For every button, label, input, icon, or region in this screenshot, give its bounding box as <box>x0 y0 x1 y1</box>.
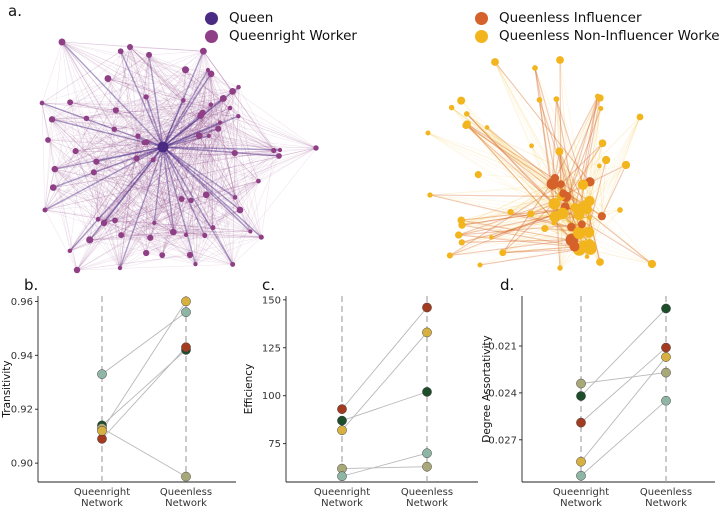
network-plots <box>39 38 657 274</box>
data-point <box>337 404 347 414</box>
x-tick-label: Queenright <box>74 487 130 498</box>
series-line <box>101 346 187 440</box>
series-line <box>341 466 428 470</box>
series-line <box>580 356 667 462</box>
series-lines <box>580 308 667 477</box>
series-line <box>580 372 667 384</box>
y-tick-label: 100 <box>262 391 281 402</box>
x-tick-label: Queenless <box>401 487 453 498</box>
y-tick-label: 0.94 <box>11 351 33 362</box>
series-line <box>580 308 667 397</box>
data-point <box>181 296 191 307</box>
x-tick-label: Network <box>645 498 687 508</box>
data-point <box>337 415 347 426</box>
series-line <box>341 391 428 422</box>
series-line <box>101 427 187 477</box>
queen-node <box>157 141 169 153</box>
legend-label-queen: Queen <box>229 10 274 26</box>
data-point <box>661 367 671 378</box>
series-points <box>337 302 432 482</box>
data-point <box>576 378 586 389</box>
series-line <box>101 301 187 432</box>
y-tick-label: 150 <box>262 295 281 306</box>
y-tick-label: 0.90 <box>11 459 33 470</box>
chart-b: QueenrightNetworkQueenlessNetwork0.900.9… <box>1 296 236 508</box>
legend: Queen Queenright Worker Queenless Influe… <box>0 0 720 50</box>
y-tick-label: -0.027 <box>485 435 517 446</box>
legend-label-queenright-worker: Queenright Worker <box>229 28 357 44</box>
y-axis-label: Efficiency <box>243 364 255 415</box>
data-point <box>422 448 432 459</box>
y-tick-label: 125 <box>262 343 281 354</box>
series-line <box>341 452 428 477</box>
data-point <box>661 342 671 353</box>
legend-item-queenright-worker: Queenright Worker <box>205 28 357 44</box>
x-tick-label: Network <box>406 498 448 508</box>
legend-swatch-queenless-non-influencer <box>475 29 488 43</box>
legend-swatch-queen <box>205 11 218 25</box>
x-tick-label: Network <box>321 498 363 508</box>
data-point <box>97 369 107 380</box>
x-tick-label: Queenright <box>314 487 370 498</box>
queenless-nodes <box>425 56 657 271</box>
x-tick-label: Queenright <box>553 487 609 498</box>
queenright-nodes <box>39 38 319 274</box>
legend-swatch-queenright-worker <box>205 29 218 43</box>
x-tick-label: Network <box>81 498 123 508</box>
data-point <box>576 456 586 467</box>
chart-d: QueenrightNetworkQueenlessNetwork-0.021-… <box>481 296 715 508</box>
data-point <box>661 395 671 406</box>
y-tick-label: 0.96 <box>11 297 33 308</box>
series-points <box>576 303 671 481</box>
y-tick-label: -0.021 <box>485 342 517 353</box>
legend-label-queenless-influencer: Queenless Influencer <box>499 10 642 26</box>
y-tick-label: 75 <box>268 439 281 450</box>
series-line <box>341 307 428 410</box>
data-point <box>97 434 107 444</box>
legend-swatch-queenless-influencer <box>475 11 488 25</box>
legend-item-queen: Queen <box>205 10 273 26</box>
y-tick-label: -0.024 <box>485 388 517 399</box>
data-point <box>661 352 671 362</box>
legend-item-queenless-influencer: Queenless Influencer <box>475 10 642 26</box>
data-point <box>576 417 586 428</box>
data-point <box>576 470 586 481</box>
data-point <box>422 327 432 338</box>
data-point <box>661 303 671 314</box>
data-point <box>181 342 191 353</box>
queenright-network <box>39 38 319 274</box>
legend-label-queenless-non-influencer: Queenless Non-Influencer Worker <box>499 28 720 44</box>
series-lines <box>341 307 428 477</box>
queenless-network <box>425 56 657 271</box>
x-tick-label: Queenless <box>640 487 692 498</box>
legend-item-queenless-non-influencer: Queenless Non-Influencer Worker <box>475 28 720 44</box>
data-point <box>576 391 586 401</box>
data-point <box>422 387 432 397</box>
panel-label-b: b. <box>24 276 39 294</box>
data-point <box>422 461 432 472</box>
y-tick-label: 0.92 <box>11 405 33 416</box>
panel-label-c: c. <box>262 276 276 294</box>
y-axis-label: Transitivity <box>1 360 13 418</box>
x-tick-label: Network <box>560 498 602 508</box>
chart-c: QueenrightNetworkQueenlessNetwork7510012… <box>243 295 478 508</box>
series-lines <box>101 301 187 477</box>
series-line <box>580 347 667 423</box>
data-point <box>181 471 191 482</box>
series-points <box>97 296 191 482</box>
series-line <box>580 400 667 477</box>
series-line <box>341 332 428 431</box>
data-point <box>181 307 191 318</box>
data-point <box>337 425 347 436</box>
x-tick-label: Network <box>165 498 207 508</box>
panel-label-a: a. <box>8 2 22 20</box>
y-axis-label: Degree Assortativity <box>481 335 493 442</box>
panel-label-d: d. <box>500 276 515 294</box>
x-tick-label: Queenless <box>160 487 212 498</box>
data-point <box>422 302 432 313</box>
data-point <box>97 425 107 436</box>
data-point <box>337 471 347 482</box>
